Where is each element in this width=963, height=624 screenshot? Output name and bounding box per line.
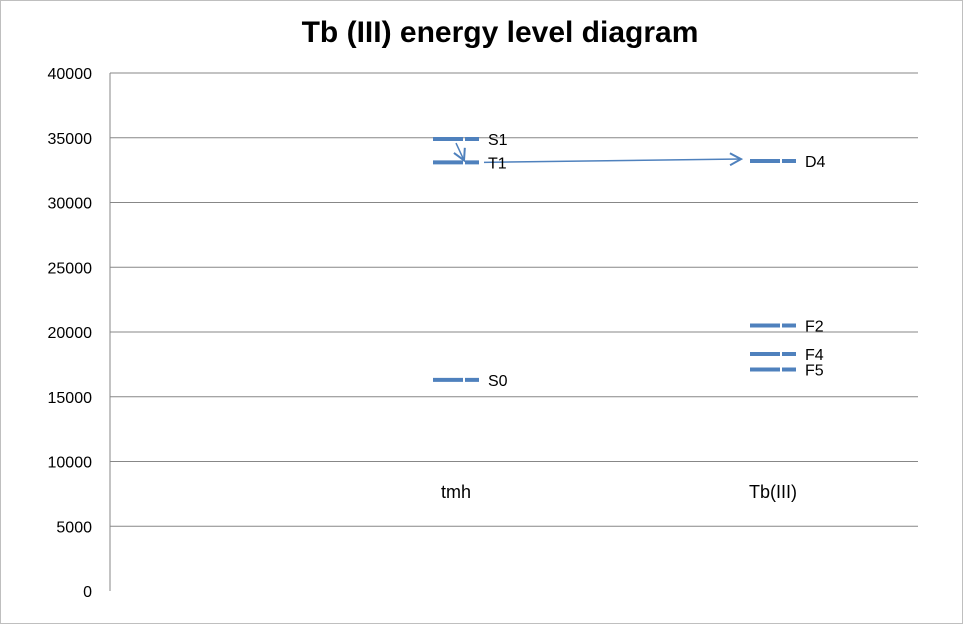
category-labels: tmh Tb(III)	[441, 482, 797, 502]
arrow-s1-to-t1	[456, 142, 464, 160]
y-tick-label: 30000	[48, 196, 93, 213]
y-tick-label: 40000	[48, 66, 93, 83]
level-label-s0: S0	[488, 373, 508, 390]
level-label-s1: S1	[488, 132, 508, 149]
level-label-t1: T1	[488, 155, 507, 172]
y-tick-label: 15000	[48, 390, 93, 407]
gridlines	[109, 72, 918, 591]
y-tick-label: 20000	[48, 325, 93, 342]
y-tick-label: 0	[83, 584, 92, 601]
y-tick-label: 35000	[48, 131, 93, 148]
level-label-f2: F2	[805, 319, 824, 336]
category-label: tmh	[441, 482, 471, 502]
category-label: Tb(III)	[749, 482, 797, 502]
level-label-d4: D4	[805, 154, 826, 171]
y-tick-label: 5000	[56, 519, 92, 536]
transition-arrows	[456, 142, 741, 162]
y-axis-tick-labels: 0 5000 10000 15000 20000 25000 30000 35000 40000	[48, 66, 93, 601]
y-tick-label: 10000	[48, 455, 93, 472]
chart-title: Tb (III) energy level diagram	[302, 16, 699, 49]
y-tick-label: 25000	[48, 260, 93, 277]
arrow-t1-to-d4	[483, 159, 741, 162]
level-label-f4: F4	[805, 347, 824, 364]
level-label-f5: F5	[805, 363, 824, 380]
